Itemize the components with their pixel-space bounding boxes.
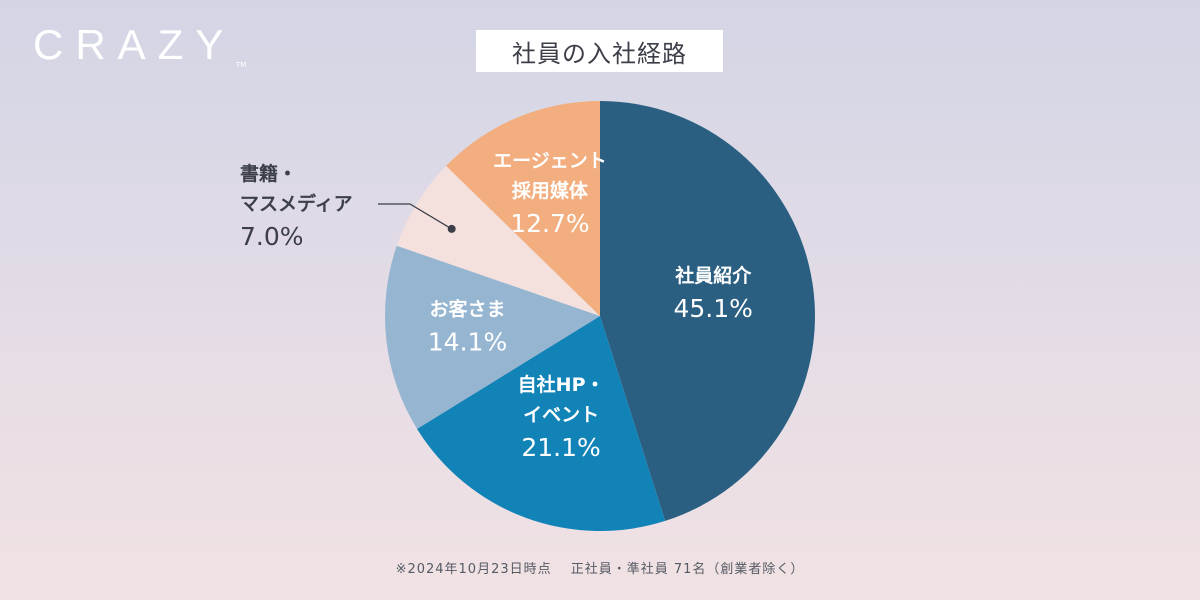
footnote: ※2024年10月23日時点 正社員・準社員 71名（創業者除く） <box>395 562 805 577</box>
slice-label-自社HPイベント: イベント <box>523 404 599 426</box>
slice-label-書籍マスメディア: 書籍・ <box>240 162 297 185</box>
trademark-mark: TM <box>236 61 247 69</box>
crazy-logo: CRAZY <box>33 21 236 68</box>
slice-label-エージェント採用媒体: 採用媒体 <box>512 179 589 202</box>
slice-label-社員紹介: 社員紹介 <box>674 264 752 287</box>
slice-value-社員紹介: 45.1% <box>673 294 752 323</box>
slice-value-書籍マスメディア: 7.0% <box>240 222 304 251</box>
pie-slice-自社HPイベント <box>417 316 666 531</box>
pie-slice-社員紹介 <box>600 101 815 521</box>
pie-slice-お客さま <box>385 245 600 429</box>
slice-label-自社HPイベント: 自社HP・ <box>518 373 605 396</box>
slice-value-お客さま: 14.1% <box>428 328 507 357</box>
slice-label-エージェント採用媒体: エージェント <box>493 150 607 172</box>
pie-slice-書籍マスメディア <box>396 165 600 316</box>
slice-label-書籍マスメディア: マスメディア <box>240 192 353 215</box>
pie-slice-エージェント採用媒体 <box>446 101 600 316</box>
slice-value-自社HPイベント: 21.1% <box>521 433 600 462</box>
leader-line-書籍マスメディア <box>378 203 453 230</box>
chart-title: 社員の入社経路 <box>512 39 687 68</box>
slice-value-エージェント採用媒体: 12.7% <box>510 209 589 238</box>
slice-label-お客さま: お客さま <box>429 298 505 321</box>
chart-title-box: 社員の入社経路 <box>476 30 723 72</box>
